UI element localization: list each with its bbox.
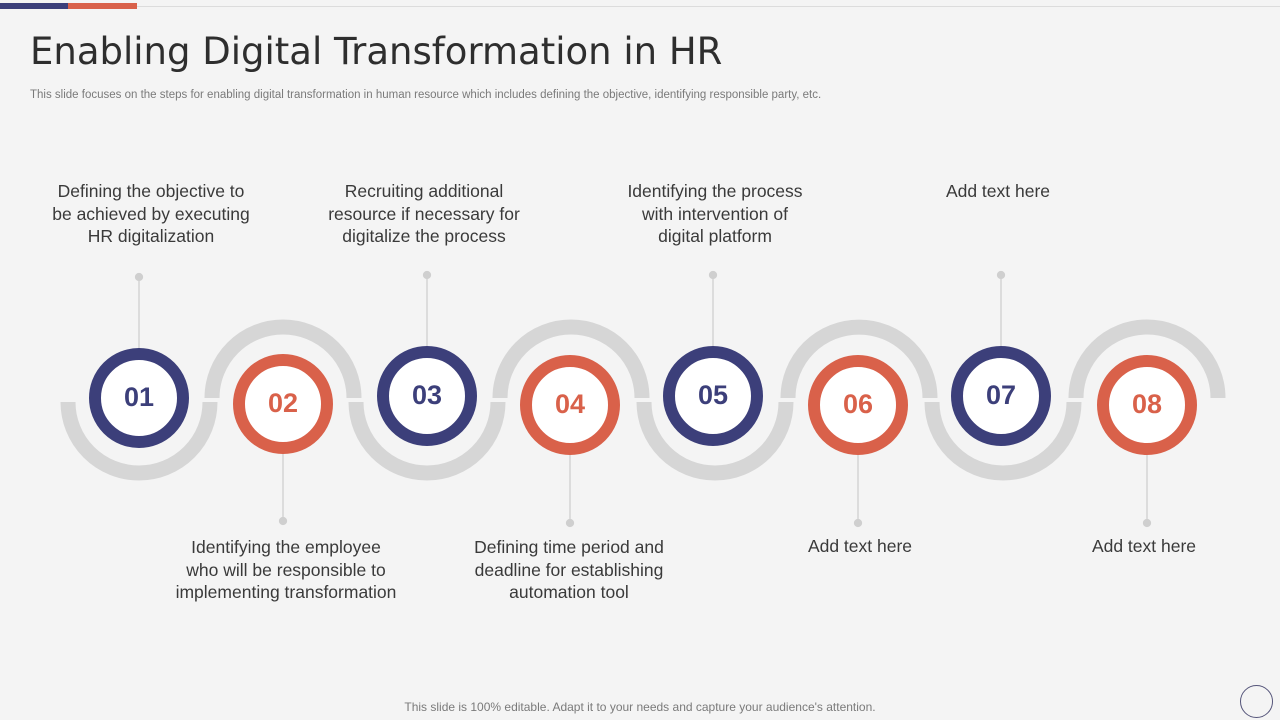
connector-dot-04 xyxy=(565,518,575,528)
step-label-04: Defining time period and deadline for es… xyxy=(474,537,664,602)
connector-dot-01 xyxy=(134,272,144,282)
step-ring-06 xyxy=(808,355,908,455)
step-number-03: 03 xyxy=(411,380,443,410)
step-ring-07 xyxy=(951,346,1051,446)
step-label-08: Add text here xyxy=(1091,536,1197,556)
step-number-04: 04 xyxy=(554,389,586,419)
step-number-06: 06 xyxy=(842,389,874,419)
step-label-06: Add text here xyxy=(807,536,913,556)
wave-track xyxy=(60,319,1226,481)
wave-arc-06 xyxy=(780,319,938,399)
connector-dot-02 xyxy=(278,516,288,526)
wave-arc-01 xyxy=(60,401,218,481)
step-number-05: 05 xyxy=(697,380,729,410)
accent-bar-navy xyxy=(0,3,68,9)
connector-dot-07 xyxy=(996,270,1006,280)
connector-dot-05 xyxy=(708,270,718,280)
slide-title: Enabling Digital Transformation in HR xyxy=(30,30,723,73)
slide-subtitle: This slide focuses on the steps for enab… xyxy=(30,89,822,101)
connectors xyxy=(134,270,1152,528)
accent-bar-coral xyxy=(68,3,137,9)
connector-dot-06 xyxy=(853,518,863,528)
step-label-02: Identifying the employee who will be res… xyxy=(175,537,397,602)
step-number-07: 07 xyxy=(985,380,1017,410)
connector-dot-03 xyxy=(422,270,432,280)
step-ring-02 xyxy=(233,354,333,454)
footer-note: This slide is 100% editable. Adapt it to… xyxy=(404,700,876,714)
step-ring-03 xyxy=(377,346,477,446)
step-label-01: Defining the objective to be achieved by… xyxy=(52,181,250,246)
wave-arc-08 xyxy=(1068,319,1226,399)
corner-circle-icon xyxy=(1240,685,1273,718)
header-divider xyxy=(137,6,1280,7)
step-label-07: Add text here xyxy=(945,181,1051,201)
step-ring-08 xyxy=(1097,355,1197,455)
step-label-03: Recruiting additional resource if necess… xyxy=(328,181,520,246)
step-ring-04 xyxy=(520,355,620,455)
wave-arc-04 xyxy=(492,319,650,399)
step-rings xyxy=(89,346,1197,455)
wave-arc-05 xyxy=(636,401,794,481)
wave-arc-07 xyxy=(924,401,1082,481)
wave-arc-03 xyxy=(348,401,506,481)
step-label-05: Identifying the process with interventio… xyxy=(627,181,803,246)
step-ring-01 xyxy=(89,348,189,448)
wave-arc-02 xyxy=(204,319,362,399)
step-number-01: 01 xyxy=(123,382,155,412)
connector-dot-08 xyxy=(1142,518,1152,528)
step-number-08: 08 xyxy=(1131,389,1163,419)
step-number-02: 02 xyxy=(267,388,299,418)
step-ring-05 xyxy=(663,346,763,446)
